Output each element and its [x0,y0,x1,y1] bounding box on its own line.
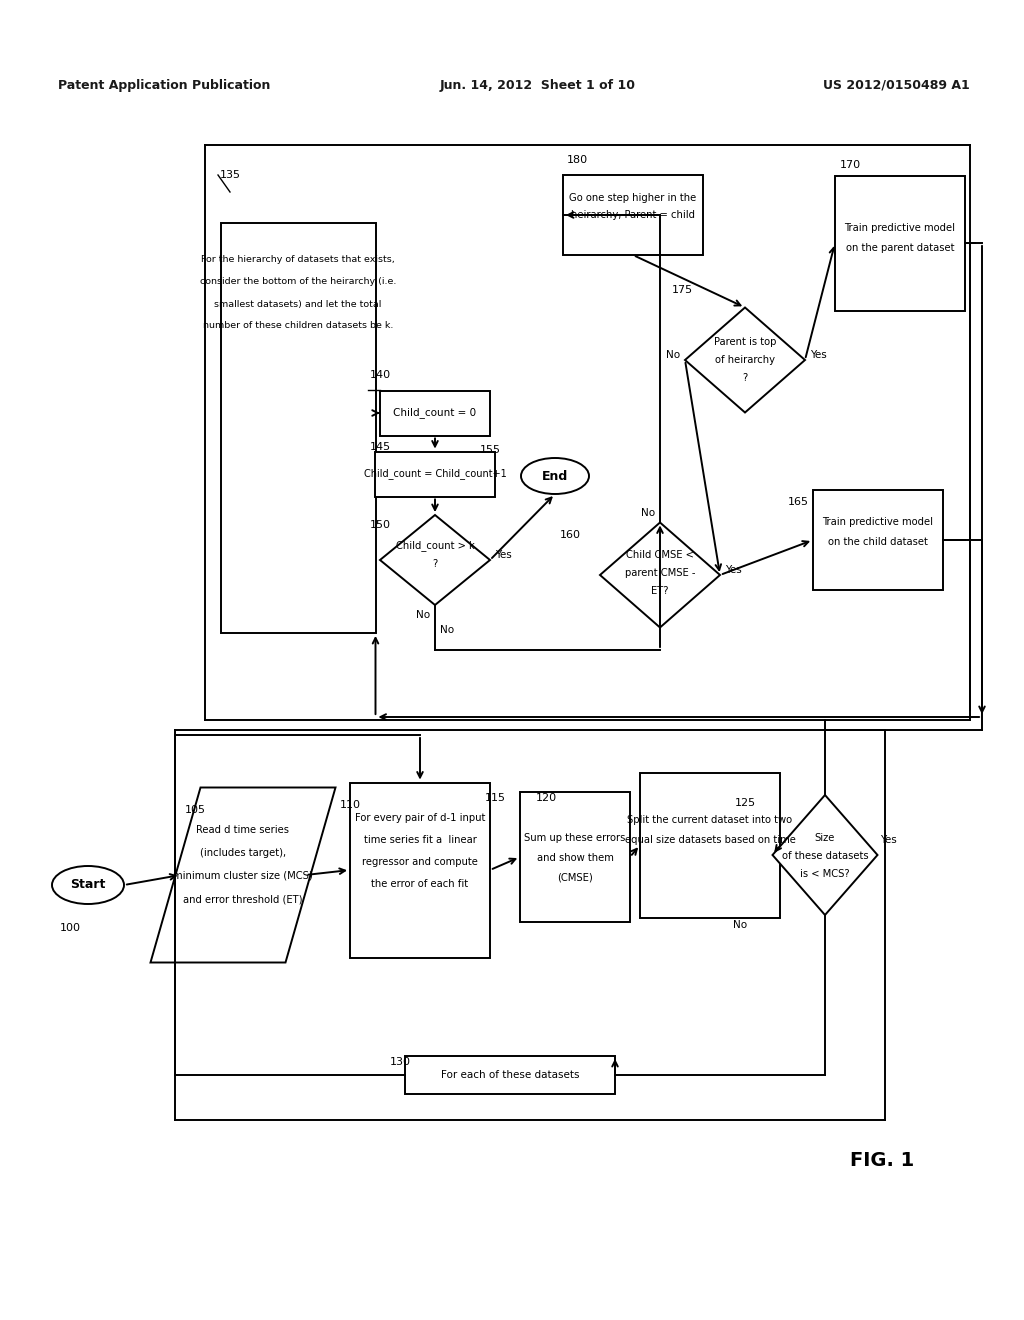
Text: For every pair of d-1 input: For every pair of d-1 input [354,813,485,822]
Bar [375,451,495,496]
Text: Child_count = 0: Child_count = 0 [393,408,476,418]
Text: 170: 170 [840,160,861,170]
Text: ET?: ET? [651,586,669,597]
Text: Yes: Yes [495,550,512,560]
Text: (CMSE): (CMSE) [557,873,593,883]
Polygon shape [380,515,490,605]
Text: and error threshold (ET): and error threshold (ET) [183,894,303,904]
Text: 155: 155 [480,445,501,455]
Polygon shape [685,308,805,412]
Text: Start: Start [71,879,105,891]
Text: heirarchy, Parent = child: heirarchy, Parent = child [571,210,695,220]
Text: Child_count = Child_count+1: Child_count = Child_count+1 [364,469,507,479]
Text: 100: 100 [60,923,81,933]
Bar [350,783,490,957]
Text: Size: Size [815,833,836,843]
Text: Train predictive model: Train predictive model [845,223,955,234]
Text: 175: 175 [672,285,693,294]
Text: Train predictive model: Train predictive model [822,517,934,527]
Text: 165: 165 [788,498,809,507]
Text: US 2012/0150489 A1: US 2012/0150489 A1 [823,78,970,91]
Text: For the hierarchy of datasets that exists,: For the hierarchy of datasets that exist… [201,256,395,264]
Text: ?: ? [432,558,437,569]
Text: 160: 160 [560,531,581,540]
Text: Yes: Yes [725,565,741,576]
Text: No: No [641,507,655,517]
Ellipse shape [521,458,589,494]
Polygon shape [151,788,336,962]
Text: and show them: and show them [537,853,613,863]
Text: Split the current dataset into two: Split the current dataset into two [628,814,793,825]
Bar [835,176,965,310]
Text: Sum up these errors: Sum up these errors [524,833,626,843]
Text: time series fit a  linear: time series fit a linear [364,836,476,845]
Text: Go one step higher in the: Go one step higher in the [569,193,696,203]
Bar [640,772,780,917]
Ellipse shape [52,866,124,904]
Bar [220,223,376,634]
Text: 135: 135 [220,170,241,180]
Text: 105: 105 [185,805,206,814]
Text: Yes: Yes [810,350,826,360]
Text: 145: 145 [370,442,391,451]
Text: is < MCS?: is < MCS? [800,869,850,879]
Bar [563,176,703,255]
Text: of these datasets: of these datasets [781,851,868,861]
Text: number of these children datasets be k.: number of these children datasets be k. [203,322,393,330]
Text: 120: 120 [536,793,557,803]
Bar [813,490,943,590]
Text: Parent is top: Parent is top [714,337,776,347]
Bar [406,1056,615,1094]
Text: regressor and compute: regressor and compute [362,857,478,867]
Text: 115: 115 [485,793,506,803]
Text: consider the bottom of the heirarchy (i.e.: consider the bottom of the heirarchy (i.… [200,277,396,286]
Text: FIG. 1: FIG. 1 [850,1151,914,1170]
Text: End: End [542,470,568,483]
Text: Read d time series: Read d time series [197,825,290,836]
Polygon shape [600,523,720,627]
Polygon shape [772,795,878,915]
Text: Child_count > k: Child_count > k [395,541,474,552]
Text: the error of each fit: the error of each fit [372,879,469,888]
Text: minimum cluster size (MCS): minimum cluster size (MCS) [173,871,313,880]
Text: Yes: Yes [881,836,897,845]
Text: of heirarchy: of heirarchy [715,355,775,366]
Bar [380,391,490,436]
Text: 130: 130 [390,1057,411,1067]
Text: For each of these datasets: For each of these datasets [440,1071,580,1080]
Text: Jun. 14, 2012  Sheet 1 of 10: Jun. 14, 2012 Sheet 1 of 10 [440,78,636,91]
Text: (includes target),: (includes target), [200,847,286,858]
Text: ?: ? [742,374,748,383]
Text: 125: 125 [735,799,756,808]
Text: 110: 110 [340,800,361,810]
Text: No: No [440,624,454,635]
Text: Child CMSE <: Child CMSE < [626,550,694,560]
Text: parent CMSE -: parent CMSE - [625,568,695,578]
Text: 140: 140 [370,370,391,380]
Text: 150: 150 [370,520,391,531]
Text: on the parent dataset: on the parent dataset [846,243,954,253]
Text: Patent Application Publication: Patent Application Publication [58,78,270,91]
Text: 180: 180 [567,154,588,165]
Text: equal size datasets based on time: equal size datasets based on time [625,836,796,845]
Text: No: No [732,920,746,931]
Text: No: No [666,350,680,360]
Text: No: No [416,610,430,620]
Text: on the child dataset: on the child dataset [828,537,928,546]
Text: smallest datasets) and let the total: smallest datasets) and let the total [214,300,382,309]
Bar [520,792,630,921]
